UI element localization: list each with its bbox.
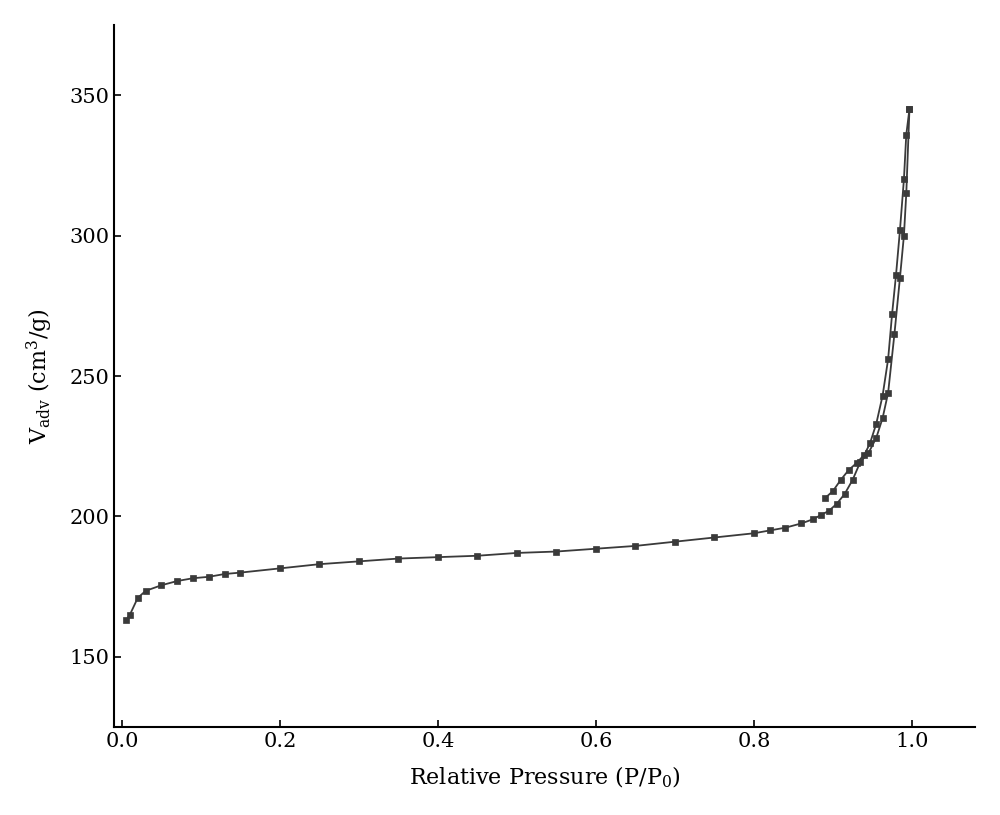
X-axis label: Relative Pressure $\mathregular{(P/P_0)}$: Relative Pressure $\mathregular{(P/P_0)}… [409,764,680,790]
Y-axis label: $\mathregular{V_{adv}}$ $\mathregular{(cm^3/g)}$: $\mathregular{V_{adv}}$ $\mathregular{(c… [25,308,55,444]
